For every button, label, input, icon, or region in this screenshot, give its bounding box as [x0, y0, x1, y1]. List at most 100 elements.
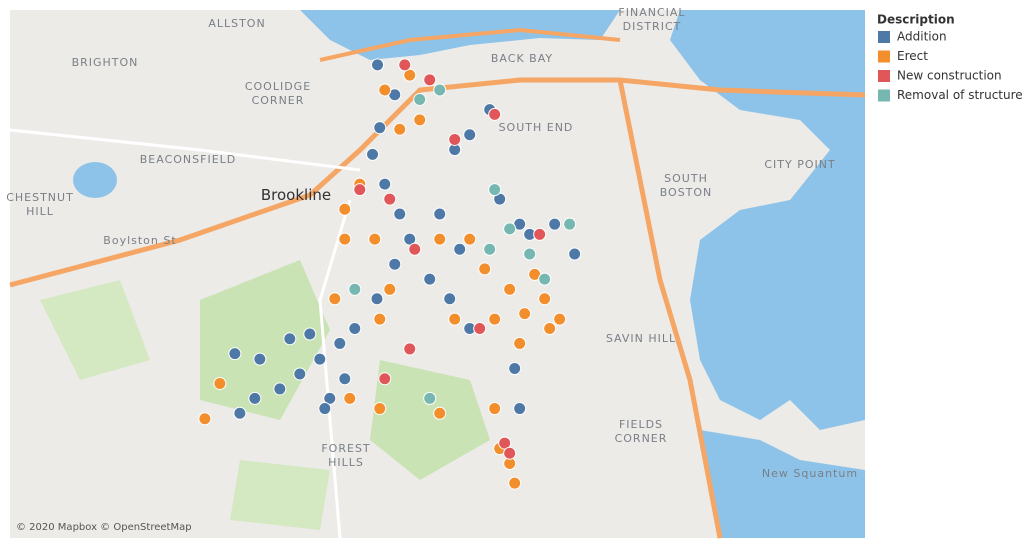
place-label-line: HILLS [328, 456, 364, 469]
point [198, 412, 212, 426]
point [408, 242, 422, 256]
point [563, 217, 577, 231]
point [228, 347, 242, 361]
place-label-line: SAVIN HILL [606, 332, 676, 345]
place-label: BEACONSFIELD [140, 153, 237, 166]
place-label: FINANCIAL DISTRICT [618, 6, 685, 33]
legend-swatch [878, 31, 890, 43]
place-label-line: CORNER [615, 432, 668, 445]
point [388, 257, 402, 271]
point [433, 406, 447, 420]
point [378, 177, 392, 191]
place-label-line: COOLIDGE [245, 80, 311, 93]
legend-label: Removal of structure [897, 88, 1023, 102]
place-label: SOUTH BOSTON [660, 172, 713, 199]
legend-label: Addition [897, 30, 947, 44]
place-label-line: CHESTNUT [6, 191, 74, 204]
place-label: COOLIDGE CORNER [245, 80, 311, 107]
point [503, 282, 517, 296]
point [488, 107, 502, 121]
point [348, 322, 362, 336]
place-label: Boylston St [103, 234, 176, 247]
place-label: FIELDS CORNER [615, 418, 668, 445]
place-label-line: ALLSTON [208, 17, 265, 30]
point [353, 183, 367, 197]
point [448, 312, 462, 326]
place-label: BACK BAY [491, 52, 553, 65]
point [423, 73, 437, 87]
place-label-line: HILL [26, 205, 54, 218]
point [538, 272, 552, 286]
point [370, 292, 384, 306]
point [433, 232, 447, 246]
point [273, 382, 287, 396]
points [198, 58, 582, 490]
legend: Addition Erect New construction Removal of … [878, 30, 1023, 102]
place-label: FOREST HILLS [321, 442, 370, 469]
place-label-line: FOREST [321, 442, 370, 455]
point [433, 207, 447, 221]
place-label: SAVIN HILL [606, 332, 676, 345]
point [548, 217, 562, 231]
point [338, 372, 352, 386]
point [323, 391, 337, 405]
place-label-line: New Squantum [762, 467, 858, 480]
point [318, 402, 332, 416]
point [373, 121, 387, 135]
place-label-line: BRIGHTON [72, 56, 139, 69]
legend-label: New construction [897, 69, 1002, 83]
legend-swatch [878, 70, 890, 82]
point [373, 312, 387, 326]
legend-swatch [878, 50, 890, 63]
place-label-line: CITY POINT [764, 158, 835, 171]
point [393, 207, 407, 221]
point [443, 292, 457, 306]
point [463, 128, 477, 142]
point [333, 336, 347, 350]
point [478, 262, 492, 276]
point [366, 147, 380, 161]
point [413, 92, 427, 106]
point [338, 232, 352, 246]
place-label: New Squantum [762, 467, 858, 480]
point [533, 227, 547, 241]
point [368, 232, 382, 246]
point [283, 332, 297, 346]
point [338, 202, 352, 216]
point [423, 391, 437, 405]
place-label-line: BOSTON [660, 186, 713, 199]
point [373, 402, 387, 416]
point [518, 307, 532, 321]
point [393, 122, 407, 136]
place-label: SOUTH END [499, 121, 574, 134]
point [433, 83, 447, 97]
point [378, 372, 392, 386]
point [488, 402, 502, 416]
point [303, 327, 317, 341]
point [463, 232, 477, 246]
point [448, 132, 462, 146]
point [213, 376, 227, 390]
point [508, 476, 522, 490]
point [513, 336, 527, 350]
legend-swatch [878, 89, 890, 102]
point [523, 247, 537, 261]
attribution: © 2020 Mapbox © OpenStreetMap [16, 522, 192, 533]
point [498, 436, 512, 450]
place-label: CITY POINT [764, 158, 835, 171]
point [348, 282, 362, 296]
point [513, 402, 527, 416]
point [423, 272, 437, 286]
point [453, 242, 467, 256]
place-label-line: Boylston St [103, 234, 176, 247]
point [473, 322, 487, 336]
place-label: BRIGHTON [72, 56, 139, 69]
point [383, 282, 397, 296]
point [503, 222, 517, 236]
point [313, 352, 327, 366]
place-label-line: CORNER [252, 94, 305, 107]
point [538, 292, 552, 306]
